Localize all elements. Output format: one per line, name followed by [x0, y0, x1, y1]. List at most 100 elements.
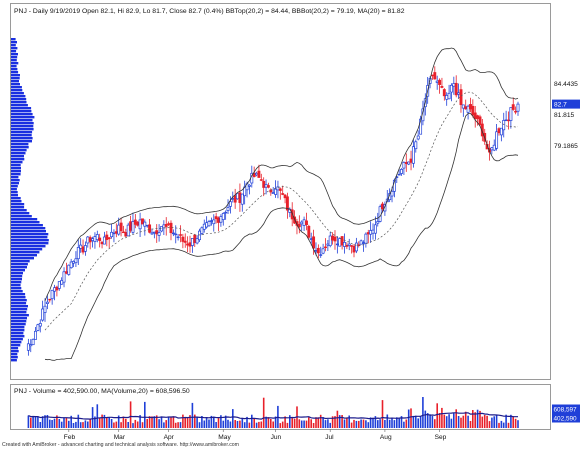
- volume-bar: [227, 419, 229, 428]
- volume-bar: [407, 409, 410, 428]
- candle-down: [100, 241, 104, 245]
- volume-profile-bar: [11, 176, 19, 179]
- volume-bar: [232, 409, 234, 428]
- volume-bar: [498, 422, 500, 428]
- volume-bar: [457, 416, 460, 428]
- volume-bar: [436, 403, 438, 428]
- volume-profile-bar: [11, 74, 20, 77]
- volume-profile-bar: [11, 263, 28, 266]
- volume-bar: [258, 421, 260, 428]
- volume-profile: [11, 38, 49, 362]
- candle-up: [509, 107, 513, 121]
- candle-up: [176, 236, 180, 239]
- volume-bar: [336, 410, 339, 428]
- volume-profile-bar: [11, 287, 22, 290]
- candle-up: [57, 281, 61, 289]
- volume-bar: [386, 414, 389, 428]
- candle-down: [305, 220, 308, 226]
- candle-down: [181, 236, 185, 242]
- volume-bar: [234, 420, 236, 428]
- volume-bar: [213, 416, 215, 428]
- volume-bar: [505, 414, 507, 428]
- volume-bar: [334, 416, 336, 428]
- volume-axis: 608,597 402,590: [552, 404, 580, 423]
- volume-bar: [510, 414, 512, 428]
- volume-bar: [284, 416, 286, 428]
- candle-down: [381, 203, 384, 210]
- volume-bar: [103, 414, 106, 428]
- candle-up: [74, 258, 78, 264]
- volume-bar: [158, 419, 160, 428]
- candle-up: [390, 190, 394, 197]
- date-axis: Feb Mar Apr May Jun Jul Aug Sep: [64, 429, 447, 441]
- volume-bar: [412, 415, 415, 428]
- candle-up: [86, 236, 90, 244]
- volume-bar: [400, 416, 403, 428]
- price-axis: 84.4435 82.7 81.815 79.1865: [552, 79, 580, 151]
- volume-bar: [34, 416, 37, 428]
- volume-bar: [163, 422, 165, 428]
- candle-up: [26, 343, 30, 351]
- volume-bar: [343, 419, 346, 428]
- volume-profile-bar: [11, 62, 19, 65]
- candle-down: [316, 247, 320, 254]
- volume-bar: [113, 422, 115, 428]
- candle-down: [266, 185, 270, 188]
- volume-bar: [56, 415, 58, 428]
- candle-up: [276, 186, 280, 191]
- volume-bars: [27, 397, 519, 428]
- candle-down: [81, 246, 85, 253]
- volume-profile-bar: [11, 302, 27, 305]
- bollinger-bands: [44, 47, 519, 361]
- volume-bar: [75, 421, 77, 428]
- volume-bar: [422, 397, 424, 428]
- candle-down: [333, 236, 337, 242]
- volume-bar: [65, 418, 68, 428]
- candle-up: [338, 238, 342, 247]
- volume-bar: [415, 415, 417, 428]
- volume-profile-bar: [11, 326, 25, 329]
- candle-up: [321, 248, 325, 254]
- candle-up: [371, 229, 375, 234]
- volume-bar: [141, 422, 144, 428]
- volume-bar: [106, 417, 108, 428]
- volume-bar: [236, 421, 239, 428]
- volume-bar: [51, 420, 53, 428]
- price-axis-label-bg: [552, 141, 580, 151]
- candle-down: [352, 245, 356, 253]
- volume-profile-bar: [11, 233, 49, 236]
- candle-up: [347, 243, 351, 246]
- volume-bar: [429, 414, 431, 428]
- candle-down: [464, 106, 468, 110]
- volume-profile-bar: [11, 332, 24, 335]
- footer-credit: Created with AmiBroker - advanced charti…: [2, 442, 239, 448]
- volume-profile-bar: [11, 350, 19, 353]
- candle-up: [461, 104, 465, 109]
- volume-bar: [194, 414, 196, 428]
- volume-profile-bar: [11, 185, 18, 188]
- volume-bar: [68, 420, 70, 428]
- volume-bar: [281, 421, 284, 428]
- volume-bar: [174, 422, 177, 428]
- volume-bar: [224, 415, 227, 428]
- volume-profile-bar: [11, 278, 22, 281]
- candle-up: [162, 224, 166, 229]
- volume-bar: [405, 419, 408, 428]
- candle-up: [224, 211, 228, 214]
- candle-down: [442, 89, 446, 97]
- volume-bar: [108, 417, 110, 428]
- candle-down: [511, 104, 515, 110]
- candle-down: [312, 236, 316, 249]
- candle-down: [214, 216, 218, 220]
- candle-down: [48, 298, 52, 301]
- volume-bar: [84, 420, 87, 428]
- volume-profile-bar: [11, 308, 28, 311]
- volume-profile-bar: [11, 68, 18, 71]
- volume-bar: [44, 415, 46, 428]
- candle-down: [340, 236, 344, 246]
- volume-bar: [208, 419, 210, 428]
- candle-down: [459, 89, 463, 106]
- candle-up: [171, 232, 175, 235]
- candles: [26, 66, 520, 356]
- volume-bar: [455, 409, 457, 428]
